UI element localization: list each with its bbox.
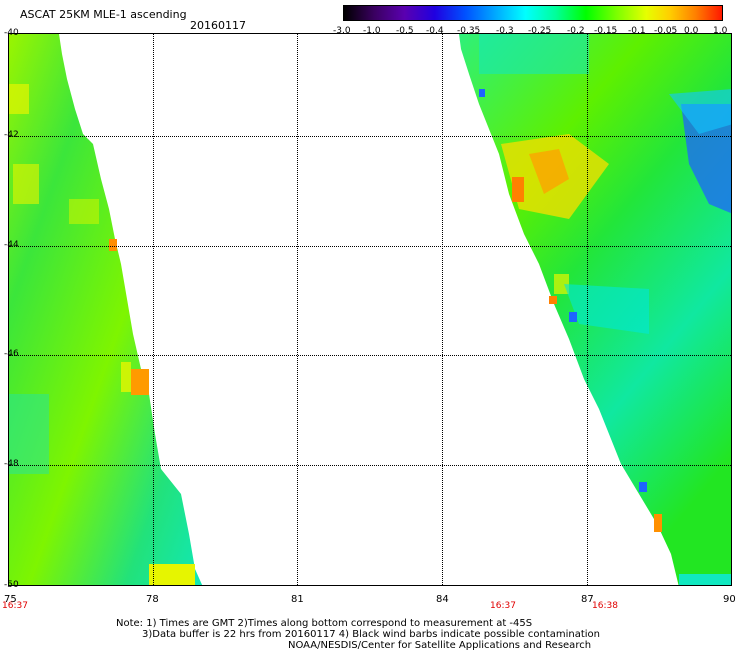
colorbar: [343, 5, 723, 21]
lon-label: 75: [4, 594, 17, 605]
right-orange-patch: [654, 514, 662, 532]
left-orange-patch: [109, 239, 117, 251]
colorbar-label: -0.5: [396, 26, 414, 36]
time-label: 16:37: [490, 601, 516, 611]
grid-line: [297, 34, 298, 585]
right-cyan-patch: [669, 89, 731, 134]
grid-line: [153, 34, 154, 585]
grid-line: [9, 355, 731, 356]
colorbar-label: -0.05: [654, 26, 678, 36]
lat-label: -50: [4, 580, 19, 590]
note-line: 3)Data buffer is 22 hrs from 20160117 4)…: [142, 629, 600, 640]
left-yellow-patch: [69, 199, 99, 224]
right-blue-patch: [479, 89, 485, 97]
map-plot-area: [8, 33, 732, 586]
right-orange-patch: [529, 149, 569, 194]
note-credit: NOAA/NESDIS/Center for Satellite Applica…: [288, 640, 592, 651]
colorbar-label: -0.35: [457, 26, 481, 36]
left-yellow-patch: [13, 164, 39, 204]
map-title: ASCAT 25KM MLE-1 ascending: [20, 8, 187, 21]
lat-label: -48: [4, 459, 19, 469]
colorbar-label: -0.3: [496, 26, 514, 36]
lon-label: 81: [291, 594, 304, 605]
lon-label: 84: [436, 594, 449, 605]
colorbar-label: -0.4: [426, 26, 444, 36]
colorbar-label: -0.2: [567, 26, 585, 36]
right-blue-patch: [569, 312, 577, 322]
right-cyan-patch: [564, 284, 649, 334]
colorbar-label: -1.0: [363, 26, 381, 36]
lat-label: -46: [4, 349, 19, 359]
colorbar-label: -3.0: [333, 26, 351, 36]
colorbar-label: -0.1: [628, 26, 646, 36]
lat-label: -40: [4, 28, 19, 38]
colorbar-label: 1.0: [713, 26, 728, 36]
right-orange-patch: [512, 177, 524, 202]
right-blue-patch: [681, 104, 731, 214]
colorbar-label: -0.15: [594, 26, 618, 36]
left-yellow-patch: [9, 84, 29, 114]
left-cyan-patch: [9, 394, 49, 474]
lon-label: 90: [723, 594, 736, 605]
grid-line: [9, 136, 731, 137]
colorbar-label: -0.25: [528, 26, 552, 36]
right-yellow-patch: [554, 274, 569, 294]
right-orange-patch: [549, 296, 557, 304]
lon-label: 78: [146, 594, 159, 605]
colorbar-label: 0.0: [684, 26, 699, 36]
swath-layer: [9, 34, 731, 585]
right-cyan-patch: [479, 34, 589, 74]
note-line: Note: 1) Times are GMT 2)Times along bot…: [116, 618, 533, 629]
map-date: 20160117: [190, 19, 246, 32]
grid-line: [587, 34, 588, 585]
right-cyan-patch: [679, 574, 731, 585]
grid-line: [442, 34, 443, 585]
grid-line: [9, 246, 731, 247]
left-yellow-patch: [121, 362, 131, 392]
left-swath: [9, 34, 203, 585]
lat-label: -42: [4, 130, 19, 140]
grid-line: [9, 465, 731, 466]
lon-label: 87: [581, 594, 594, 605]
left-orange-patch: [131, 369, 149, 395]
right-blue-patch: [639, 482, 647, 492]
lat-label: -44: [4, 240, 19, 250]
time-label: 16:37: [2, 601, 28, 611]
left-yellow-patch: [149, 564, 195, 585]
time-label: 16:38: [592, 601, 618, 611]
